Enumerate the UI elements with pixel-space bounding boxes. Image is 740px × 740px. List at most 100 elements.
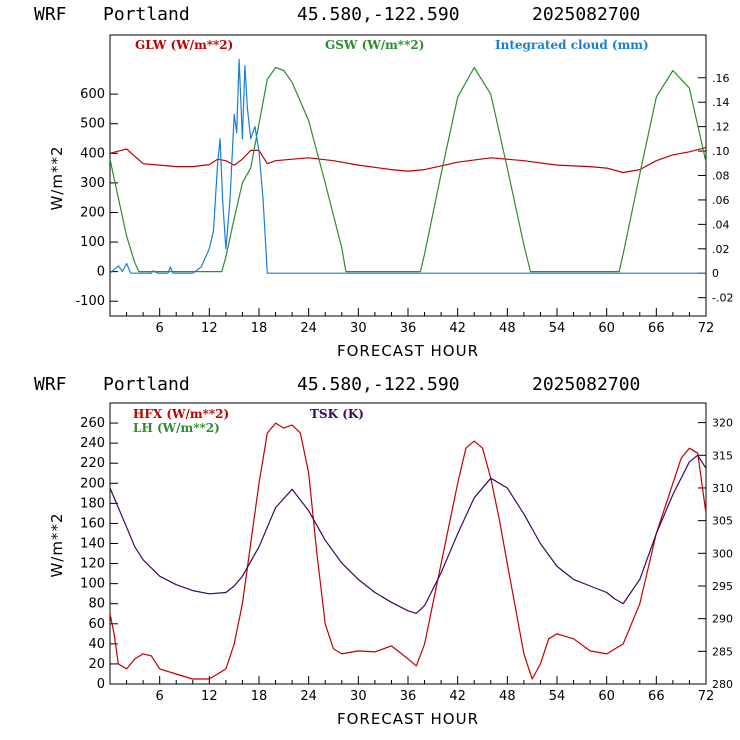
legend-glw: GLW (W/m**2) bbox=[135, 38, 233, 52]
panel-2-coords: 45.580,-122.590 bbox=[297, 374, 460, 395]
x-tick-label: 6 bbox=[156, 689, 164, 704]
panel-2-series-lines bbox=[109, 422, 707, 680]
y2-tick-label: 300 bbox=[712, 547, 733, 560]
y2-tick-label: 0 bbox=[712, 267, 719, 280]
y2-tick-label: 305 bbox=[712, 515, 733, 528]
y2-tick-label: 315 bbox=[712, 449, 733, 462]
panel-1-x-axis-label: FORECAST HOUR bbox=[337, 342, 479, 360]
x-tick-label: 54 bbox=[549, 321, 566, 336]
y2-tick-label: 280 bbox=[712, 678, 733, 691]
x-tick-label: 18 bbox=[251, 689, 268, 704]
x-tick-label: 66 bbox=[648, 321, 665, 336]
panel-1-run: 2025082700 bbox=[532, 4, 640, 25]
gsw-series-line bbox=[109, 66, 707, 273]
x-tick-label: 72 bbox=[698, 321, 715, 336]
panel-2-x-axis-label: FORECAST HOUR bbox=[337, 710, 479, 728]
panel-2-frame bbox=[109, 402, 707, 685]
y-tick-label: 20 bbox=[88, 657, 105, 672]
y-tick-label: 180 bbox=[80, 496, 105, 511]
y-tick-label: 600 bbox=[80, 87, 105, 102]
x-tick-label: 30 bbox=[350, 321, 367, 336]
y-tick-label: 220 bbox=[80, 456, 105, 471]
panel-1-y-axis-label: W/m**2 bbox=[48, 145, 66, 210]
y-tick-label: 260 bbox=[80, 416, 105, 431]
panel-1-header: WRF Portland 45.580,-122.590 2025082700 bbox=[34, 4, 640, 25]
y-tick-label: 500 bbox=[80, 117, 105, 132]
y2-tick-label: .14 bbox=[712, 96, 730, 109]
x-tick-label: 12 bbox=[201, 689, 218, 704]
panel-2-header: WRF Portland 45.580,-122.590 2025082700 bbox=[34, 374, 640, 395]
panel-2-x-ticks: 6 12 18 24 30 36 42 48 54 60 66 72 bbox=[126, 676, 715, 704]
x-tick-label: 24 bbox=[300, 689, 317, 704]
y-tick-label: 240 bbox=[80, 436, 105, 451]
glw-series-line bbox=[109, 146, 707, 174]
y-tick-label: 100 bbox=[80, 235, 105, 250]
y2-tick-label: .08 bbox=[712, 170, 730, 183]
panel-1-site: Portland bbox=[103, 4, 190, 25]
y2-tick-label: -.02 bbox=[712, 292, 733, 305]
x-tick-label: 72 bbox=[698, 689, 715, 704]
x-tick-label: 66 bbox=[648, 689, 665, 704]
panel-1-coords: 45.580,-122.590 bbox=[297, 4, 460, 25]
y-tick-label: 0 bbox=[97, 265, 105, 280]
panel-2-run: 2025082700 bbox=[532, 374, 640, 395]
y2-tick-label: 295 bbox=[712, 580, 733, 593]
y-tick-label: -100 bbox=[75, 294, 105, 309]
x-tick-label: 48 bbox=[499, 321, 516, 336]
y2-tick-label: .16 bbox=[712, 72, 730, 85]
integrated-series-line bbox=[109, 58, 706, 274]
y2-tick-label: .12 bbox=[712, 121, 730, 134]
panel-1-frame bbox=[109, 34, 707, 317]
y-tick-label: 200 bbox=[80, 476, 105, 491]
x-tick-label: 42 bbox=[449, 689, 466, 704]
x-tick-label: 54 bbox=[549, 689, 566, 704]
y2-tick-label: .04 bbox=[712, 218, 730, 231]
legend-hfx: HFX (W/m**2) bbox=[133, 407, 229, 421]
y-tick-label: 140 bbox=[80, 537, 105, 552]
panel-1-model: WRF bbox=[34, 4, 67, 25]
x-tick-label: 36 bbox=[400, 689, 417, 704]
panel-1-y2-ticks: -.02 0 .02 .04 .06 .08 .10 .12 .14 .16 bbox=[698, 72, 733, 305]
panel-2-model: WRF bbox=[34, 374, 67, 395]
y2-tick-label: 285 bbox=[712, 645, 733, 658]
x-tick-label: 24 bbox=[300, 321, 317, 336]
x-tick-label: 60 bbox=[598, 321, 615, 336]
x-tick-label: 42 bbox=[449, 321, 466, 336]
y-tick-label: 160 bbox=[80, 516, 105, 531]
legend-integrated-cloud: Integrated cloud (mm) bbox=[495, 38, 649, 52]
panel-1-x-ticks: 6 12 18 24 30 36 42 48 54 60 66 72 bbox=[126, 308, 715, 336]
x-tick-label: 18 bbox=[251, 321, 268, 336]
hfx-series-line bbox=[109, 422, 707, 680]
legend-tsk: TSK (K) bbox=[310, 407, 364, 421]
x-tick-label: 12 bbox=[201, 321, 218, 336]
y2-tick-label: 290 bbox=[712, 613, 733, 626]
tsk-series-line bbox=[109, 454, 707, 615]
x-tick-label: 30 bbox=[350, 689, 367, 704]
y2-tick-label: 320 bbox=[712, 417, 733, 430]
y2-tick-label: 310 bbox=[712, 482, 733, 495]
panel-2-y-axis-label: W/m**2 bbox=[48, 512, 66, 577]
x-tick-label: 6 bbox=[156, 321, 164, 336]
y-tick-label: 100 bbox=[80, 577, 105, 592]
y-tick-label: 400 bbox=[80, 146, 105, 161]
panel-1-series-lines bbox=[109, 58, 707, 274]
y-tick-label: 120 bbox=[80, 557, 105, 572]
y2-tick-label: .10 bbox=[712, 145, 730, 158]
y-tick-label: 200 bbox=[80, 205, 105, 220]
y-tick-label: 80 bbox=[88, 597, 105, 612]
y-tick-label: 300 bbox=[80, 176, 105, 191]
legend-gsw: GSW (W/m**2) bbox=[325, 38, 424, 52]
legend-lh: LH (W/m**2) bbox=[133, 421, 220, 435]
x-tick-label: 48 bbox=[499, 689, 516, 704]
y2-tick-label: .06 bbox=[712, 194, 730, 207]
y-tick-label: 60 bbox=[88, 617, 105, 632]
x-tick-label: 36 bbox=[400, 321, 417, 336]
y-tick-label: 0 bbox=[97, 677, 105, 692]
panel-2-y-ticks: 0 20 40 60 80 100 120 140 160 180 200 220 240 260 bbox=[80, 416, 118, 692]
panel-2-y2-ticks: 280 285 290 295 300 305 310 315 320 bbox=[698, 417, 733, 691]
panel-1: 6 12 18 24 30 36 42 48 54 60 66 72 -100 0 100 200 300 40… bbox=[48, 34, 733, 360]
y2-tick-label: .02 bbox=[712, 243, 730, 256]
panel-2: 6 12 18 24 30 36 42 48 54 60 66 72 0 20 40 60 80 100 120 1… bbox=[48, 402, 733, 728]
y-tick-label: 40 bbox=[88, 637, 105, 652]
